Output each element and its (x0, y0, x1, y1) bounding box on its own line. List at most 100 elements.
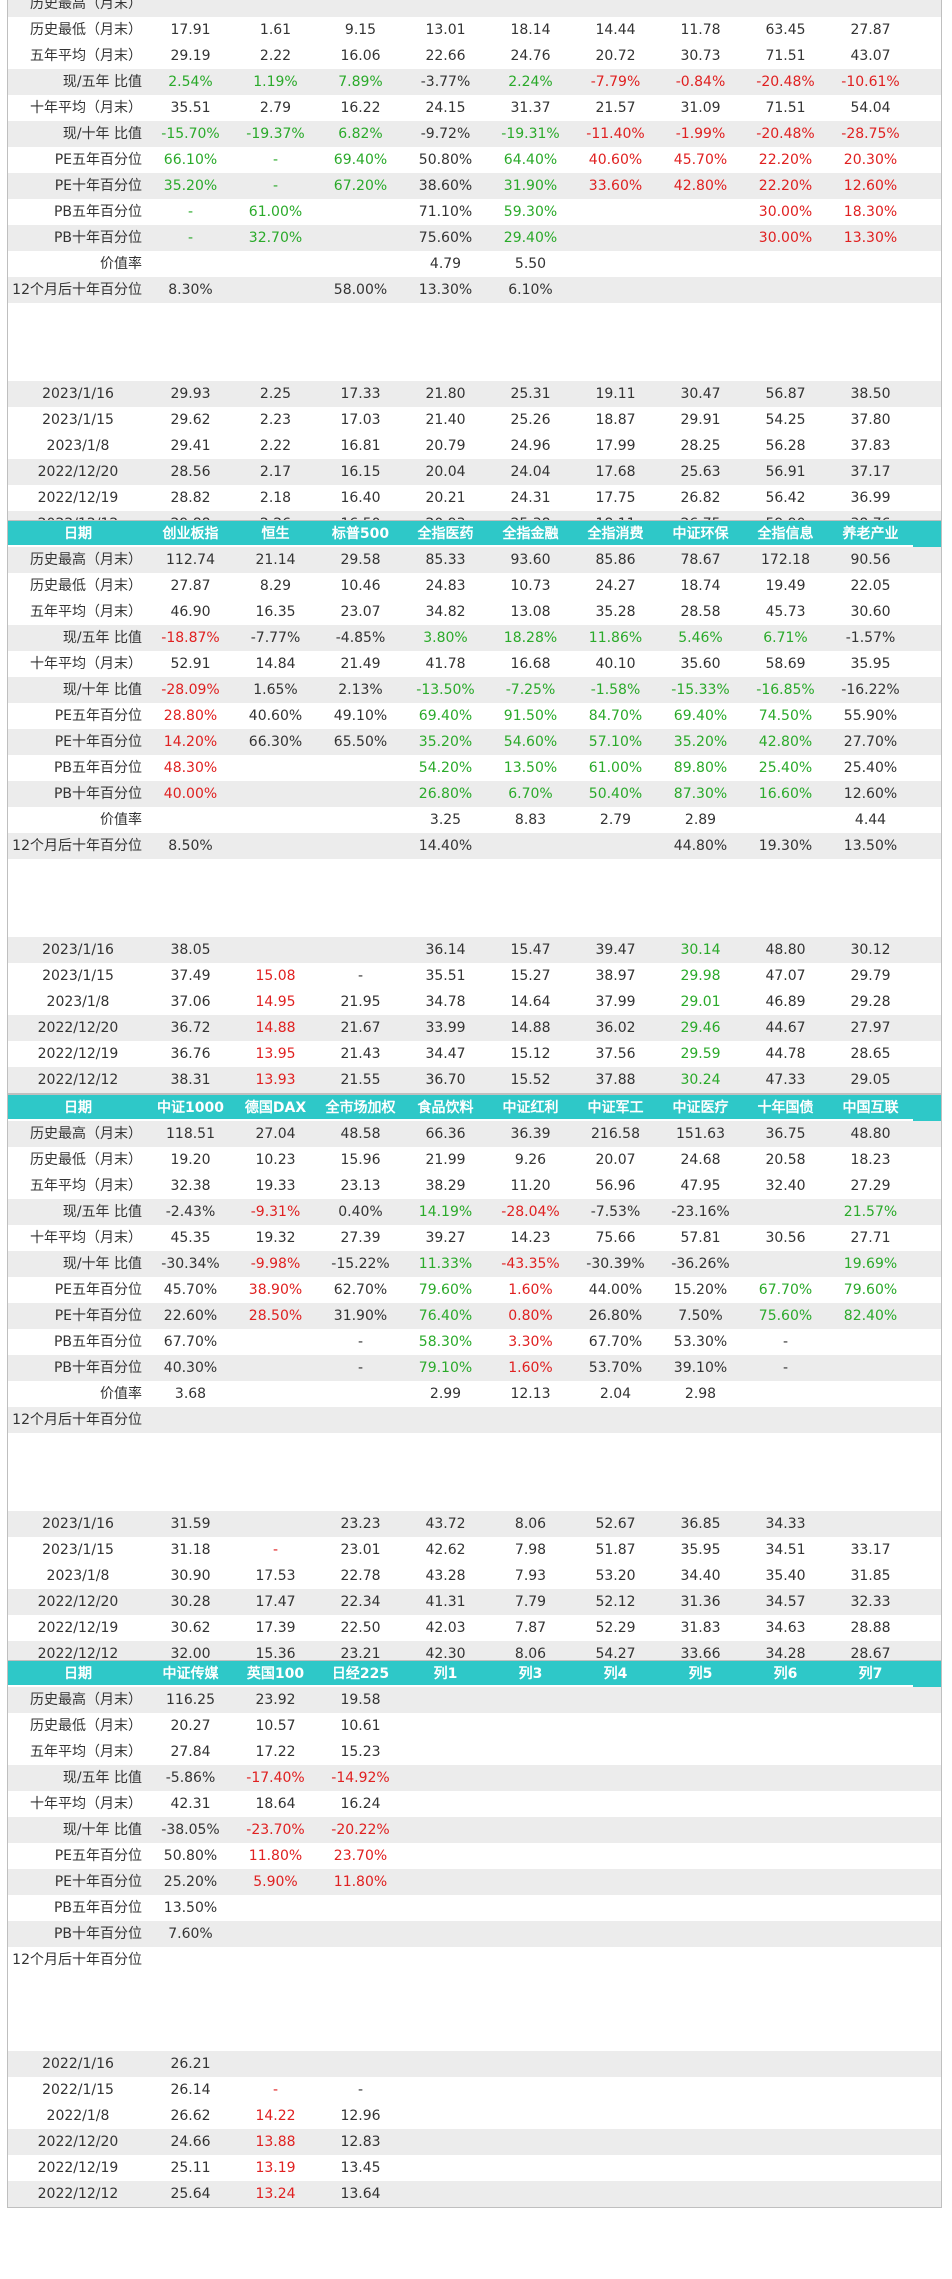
table-cell[interactable]: 43.07 (850, 48, 891, 64)
table-cell[interactable]: 14.88 (255, 1020, 296, 1036)
table-cell[interactable]: 35.20% (418, 734, 473, 750)
table-cell[interactable]: 24.68 (680, 1152, 721, 1168)
table-cell[interactable]: 47.07 (765, 968, 806, 984)
table-cell[interactable]: 36.76 (170, 1046, 211, 1062)
table-cell[interactable] (318, 2051, 403, 2077)
table-cell[interactable]: 3.80% (423, 630, 468, 646)
table-cell[interactable]: 31.09 (680, 100, 721, 116)
table-cell[interactable]: 27.97 (850, 1020, 891, 1036)
table-cell[interactable]: 13.24 (255, 2186, 296, 2202)
table-cell[interactable]: 17.53 (255, 1568, 296, 1584)
table-cell[interactable]: 35.95 (850, 656, 891, 672)
table-cell[interactable]: 76.40% (418, 1308, 473, 1324)
table-cell[interactable]: 44.67 (765, 1020, 806, 1036)
table-cell[interactable]: 16.06 (340, 48, 381, 64)
table-cell[interactable]: 30.60 (850, 604, 891, 620)
table-cell[interactable]: - (272, 2082, 279, 2098)
table-cell[interactable]: 51.87 (595, 1542, 636, 1558)
table-cell[interactable]: 16.40 (340, 490, 381, 506)
table-cell[interactable]: 30.90 (170, 1568, 211, 1584)
table-cell[interactable]: 13.95 (255, 1046, 296, 1062)
table-cell[interactable] (403, 2129, 488, 2155)
table-cell[interactable]: 21.14 (255, 552, 296, 568)
table-cell[interactable]: 56.96 (595, 1178, 636, 1194)
table-cell[interactable]: 18.28% (503, 630, 558, 646)
table-cell[interactable]: 30.56 (765, 1230, 806, 1246)
table-cell[interactable] (318, 807, 403, 833)
table-cell[interactable]: 12.96 (340, 2108, 381, 2124)
table-cell[interactable] (743, 2103, 828, 2129)
table-cell[interactable]: 2.98 (684, 1386, 717, 1402)
table-cell[interactable]: -38.05% (161, 1822, 220, 1838)
table-cell[interactable]: 42.03 (425, 1620, 466, 1636)
table-cell[interactable]: 19.49 (765, 578, 806, 594)
table-cell[interactable]: 19.20 (170, 1152, 211, 1168)
table-cell[interactable] (233, 1355, 318, 1381)
table-cell[interactable]: 32.70% (248, 230, 303, 246)
table-cell[interactable]: 17.75 (595, 490, 636, 506)
table-cell[interactable]: 35.20% (673, 734, 728, 750)
table-cell[interactable]: 8.06 (514, 1516, 547, 1532)
table-cell[interactable]: -1.57% (845, 630, 896, 646)
table-cell[interactable]: 31.85 (850, 1568, 891, 1584)
table-cell[interactable] (403, 1843, 488, 1869)
table-cell[interactable]: 67.70% (163, 1334, 218, 1350)
table-cell[interactable]: 12.60% (843, 178, 898, 194)
table-cell[interactable]: 53.20 (595, 1568, 636, 1584)
table-cell[interactable] (573, 2103, 658, 2129)
table-cell[interactable]: 66.36 (425, 1126, 466, 1142)
table-cell[interactable] (573, 2051, 658, 2077)
table-cell[interactable]: 46.90 (170, 604, 211, 620)
table-cell[interactable]: 9.15 (344, 22, 377, 38)
table-cell[interactable] (573, 2129, 658, 2155)
table-cell[interactable]: 11.80% (248, 1848, 303, 1864)
table-cell[interactable]: 44.00% (588, 1282, 643, 1298)
table-cell[interactable]: 21.57% (843, 1204, 898, 1220)
table-cell[interactable]: 53.70% (588, 1360, 643, 1376)
table-cell[interactable]: 54.20% (418, 760, 473, 776)
table-cell[interactable]: 61.00% (248, 204, 303, 220)
table-cell[interactable]: 22.50 (340, 1620, 381, 1636)
table-cell[interactable] (233, 2051, 318, 2077)
table-cell[interactable]: 31.37 (510, 100, 551, 116)
table-cell[interactable] (658, 2181, 743, 2207)
table-cell[interactable]: -9.72% (420, 126, 471, 142)
table-cell[interactable]: 11.86% (588, 630, 643, 646)
table-cell[interactable] (488, 1765, 573, 1791)
table-cell[interactable]: 8.29 (259, 578, 292, 594)
table-cell[interactable]: 31.59 (170, 1516, 211, 1532)
table-cell[interactable]: 1.60% (508, 1282, 553, 1298)
table-cell[interactable]: -7.53% (590, 1204, 641, 1220)
table-cell[interactable] (148, 1947, 233, 1973)
table-cell[interactable] (743, 2051, 828, 2077)
table-cell[interactable]: 19.58 (340, 1692, 381, 1708)
table-cell[interactable]: 65.50% (333, 734, 388, 750)
table-cell[interactable]: 27.29 (850, 1178, 891, 1194)
table-cell[interactable] (743, 1921, 828, 1947)
table-cell[interactable] (658, 2129, 743, 2155)
table-cell[interactable]: -7.25% (505, 682, 556, 698)
table-cell[interactable]: 29.46 (680, 1020, 721, 1036)
table-cell[interactable] (573, 1687, 658, 1713)
table-cell[interactable]: 67.70% (758, 1282, 813, 1298)
table-cell[interactable]: 22.60% (163, 1308, 218, 1324)
table-cell[interactable]: 75.60% (758, 1308, 813, 1324)
table-cell[interactable]: 34.33 (765, 1516, 806, 1532)
table-cell[interactable]: 53.30% (673, 1334, 728, 1350)
table-cell[interactable] (573, 833, 658, 859)
table-cell[interactable]: 79.60% (843, 1282, 898, 1298)
table-cell[interactable]: 21.99 (425, 1152, 466, 1168)
table-cell[interactable]: -20.48% (756, 74, 815, 90)
table-cell[interactable]: 27.04 (255, 1126, 296, 1142)
table-cell[interactable]: 37.80 (850, 412, 891, 428)
table-cell[interactable] (828, 277, 913, 303)
table-cell[interactable]: 28.58 (680, 604, 721, 620)
table-cell[interactable] (403, 1739, 488, 1765)
table-cell[interactable] (573, 1921, 658, 1947)
table-cell[interactable] (658, 2051, 743, 2077)
table-cell[interactable]: -36.26% (671, 1256, 730, 1272)
table-cell[interactable]: 30.62 (170, 1620, 211, 1636)
table-cell[interactable]: 2.04 (599, 1386, 632, 1402)
table-cell[interactable] (658, 1817, 743, 1843)
table-cell[interactable]: -19.37% (246, 126, 305, 142)
